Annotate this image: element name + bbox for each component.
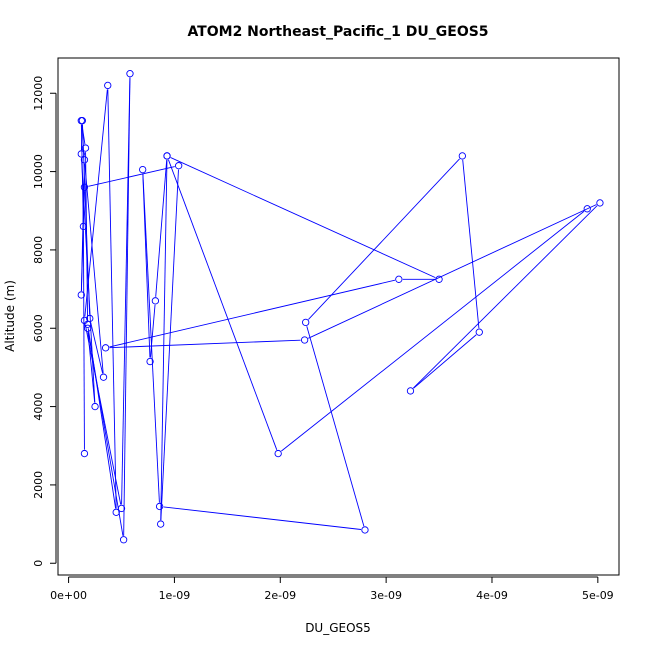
data-point [77, 150, 85, 158]
data-point [395, 275, 403, 283]
data-point [175, 162, 183, 170]
series-segment [90, 322, 104, 374]
y-tick-label: 4000 [32, 393, 45, 421]
data-point [77, 291, 85, 299]
chart-title: ATOM2 Northeast_Pacific_1 DU_GEOS5 [187, 24, 488, 40]
series-segment [155, 159, 168, 297]
x-tick-label: 1e-09 [159, 589, 191, 602]
series-segment [87, 332, 96, 403]
data-point [91, 402, 99, 411]
data-point [406, 387, 415, 395]
x-tick-label: 0e+00 [50, 589, 87, 602]
data-point [458, 152, 466, 160]
series-segment [142, 173, 160, 503]
series-segment [170, 157, 436, 279]
y-axis-label: Altitude (m) [3, 280, 17, 352]
series-segment [84, 163, 104, 374]
data-point [99, 373, 108, 381]
series-segment [168, 159, 278, 450]
series-segment [80, 191, 85, 291]
data-point [274, 449, 282, 458]
data-point [435, 275, 443, 283]
data-point [151, 297, 160, 305]
x-axis: 0e+00 1e-09 2e-09 3e-09 4e-09 5e-09 [50, 576, 614, 602]
series-segment [84, 324, 122, 505]
x-tick-label: 5e-09 [582, 589, 614, 602]
data-point [475, 328, 483, 336]
series-segment [413, 334, 477, 389]
data-point [146, 357, 154, 366]
data-point [155, 502, 164, 511]
plot-frame [57, 57, 620, 576]
data-point [119, 536, 128, 544]
series-segment [462, 159, 480, 329]
data-point [104, 81, 112, 90]
data-point [83, 324, 92, 332]
data-point [79, 222, 88, 231]
x-tick-label: 2e-09 [264, 589, 296, 602]
series-segment [160, 159, 168, 521]
data-point [80, 183, 89, 191]
series-segment [308, 204, 597, 339]
data-point [78, 117, 86, 125]
data-point [300, 336, 309, 344]
y-tick-label: 2000 [32, 471, 45, 499]
series-segment [142, 173, 151, 358]
series-segment [123, 77, 131, 536]
y-tick-label: 12000 [32, 76, 45, 111]
series-segment [281, 210, 585, 452]
series-segment [306, 326, 365, 527]
x-axis-label: DU_GEOS5 [305, 621, 371, 635]
series-segment [88, 166, 175, 187]
x-tick-label: 3e-09 [370, 589, 402, 602]
y-tick-label: 6000 [32, 314, 45, 342]
series-segment [163, 506, 362, 530]
data-point [163, 152, 171, 160]
data-point [583, 205, 591, 213]
series-layer [77, 70, 604, 544]
series-segment [149, 304, 156, 358]
y-tick-label: 8000 [32, 236, 45, 264]
series-segment [308, 158, 460, 320]
series-segment [82, 230, 85, 450]
data-point [157, 520, 165, 528]
data-point [139, 165, 147, 174]
series-segment [107, 89, 117, 509]
data-point [80, 449, 89, 458]
data-point [361, 526, 369, 534]
y-tick-label: 0 [32, 560, 45, 567]
series-segment [80, 124, 83, 150]
data-point [80, 156, 89, 164]
y-axis: 0 2000 4000 6000 8000 10000 12000 [32, 76, 57, 567]
data-point [112, 508, 120, 516]
data-point [117, 504, 126, 513]
y-tick-label: 10000 [32, 154, 45, 189]
data-point [101, 344, 110, 352]
series-segment [87, 332, 124, 536]
data-point [80, 316, 89, 325]
series-segment [109, 339, 301, 349]
series-segment [412, 205, 598, 389]
data-point [596, 199, 604, 207]
x-tick-label: 4e-09 [476, 589, 508, 602]
data-point [81, 144, 90, 152]
data-point [302, 318, 310, 327]
data-point [126, 70, 134, 78]
data-point [86, 314, 94, 323]
series-segment [109, 279, 396, 348]
